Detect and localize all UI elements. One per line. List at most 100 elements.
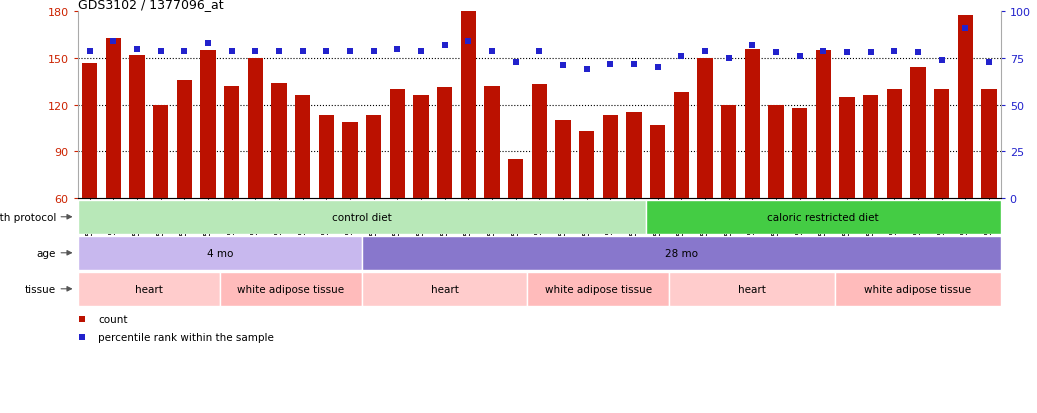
Bar [295, 96, 310, 291]
Point [909, 50, 926, 57]
Bar [248, 59, 263, 291]
Bar [342, 122, 358, 291]
Text: age: age [36, 248, 56, 258]
Bar [835, 272, 1001, 306]
Point [176, 48, 193, 55]
Bar [200, 51, 216, 291]
Bar [78, 236, 362, 270]
Point [460, 39, 477, 45]
Bar [532, 85, 546, 291]
Text: caloric restricted diet: caloric restricted diet [767, 212, 879, 222]
Bar [362, 272, 528, 306]
Point [601, 61, 618, 68]
Point [413, 48, 429, 55]
Point [247, 48, 263, 55]
Point [862, 50, 878, 57]
Point [791, 54, 808, 60]
Bar [674, 93, 689, 291]
Point [839, 50, 856, 57]
Point [572, 234, 589, 241]
Bar [413, 96, 428, 291]
Point [437, 43, 453, 49]
Point [507, 59, 524, 66]
Bar [934, 90, 949, 291]
Bar [152, 105, 168, 291]
Bar [437, 88, 452, 291]
Point [105, 39, 121, 45]
Point [933, 57, 950, 64]
Text: white adipose tissue: white adipose tissue [544, 284, 652, 294]
Bar [82, 64, 97, 291]
Bar [650, 126, 666, 291]
Point [767, 50, 784, 57]
Bar [130, 56, 144, 291]
Bar [792, 109, 807, 291]
Point [318, 48, 335, 55]
Bar [815, 51, 831, 291]
Point [721, 56, 737, 62]
Bar [579, 132, 594, 291]
Text: growth protocol: growth protocol [0, 212, 56, 222]
Bar [106, 39, 121, 291]
Text: percentile rank within the sample: percentile rank within the sample [99, 332, 274, 342]
Bar [78, 200, 646, 234]
Bar [528, 272, 670, 306]
Text: 4 mo: 4 mo [206, 248, 233, 258]
Bar [390, 90, 404, 291]
Bar [910, 68, 926, 291]
Text: count: count [99, 314, 128, 325]
Bar [887, 90, 902, 291]
Bar [484, 87, 500, 291]
Bar [602, 116, 618, 291]
Point [673, 54, 690, 60]
Point [625, 61, 642, 68]
Point [483, 48, 500, 55]
Bar [626, 113, 642, 291]
Text: heart: heart [738, 284, 766, 294]
Bar [272, 83, 286, 291]
Bar [220, 272, 362, 306]
Point [555, 63, 571, 70]
Point [579, 66, 595, 74]
Point [815, 48, 832, 55]
Point [223, 48, 240, 55]
Text: GDS3102 / 1377096_at: GDS3102 / 1377096_at [78, 0, 223, 11]
Point [572, 72, 589, 78]
Bar [224, 87, 240, 291]
Text: tissue: tissue [25, 284, 56, 294]
Text: 28 mo: 28 mo [665, 248, 698, 258]
Point [365, 48, 382, 55]
Text: heart: heart [430, 284, 458, 294]
Point [200, 41, 217, 47]
Point [649, 65, 666, 71]
Point [271, 48, 287, 55]
Bar [957, 16, 973, 291]
Text: white adipose tissue: white adipose tissue [864, 284, 972, 294]
Bar [839, 97, 854, 291]
Bar [366, 116, 382, 291]
Bar [768, 105, 784, 291]
Bar [670, 272, 835, 306]
Bar [721, 105, 736, 291]
Bar [863, 96, 878, 291]
Point [81, 48, 97, 55]
Point [129, 46, 145, 53]
Point [981, 59, 998, 66]
Text: control diet: control diet [332, 212, 392, 222]
Point [886, 48, 902, 55]
Bar [176, 81, 192, 291]
Bar [745, 50, 760, 291]
Point [957, 26, 974, 33]
Bar [318, 116, 334, 291]
Bar [460, 12, 476, 291]
Point [341, 48, 358, 55]
Point [295, 48, 311, 55]
Point [389, 46, 405, 53]
Bar [362, 236, 1001, 270]
Bar [646, 200, 1001, 234]
Point [531, 48, 548, 55]
Bar [697, 59, 712, 291]
Point [697, 48, 713, 55]
Bar [78, 272, 220, 306]
Point [744, 43, 760, 49]
